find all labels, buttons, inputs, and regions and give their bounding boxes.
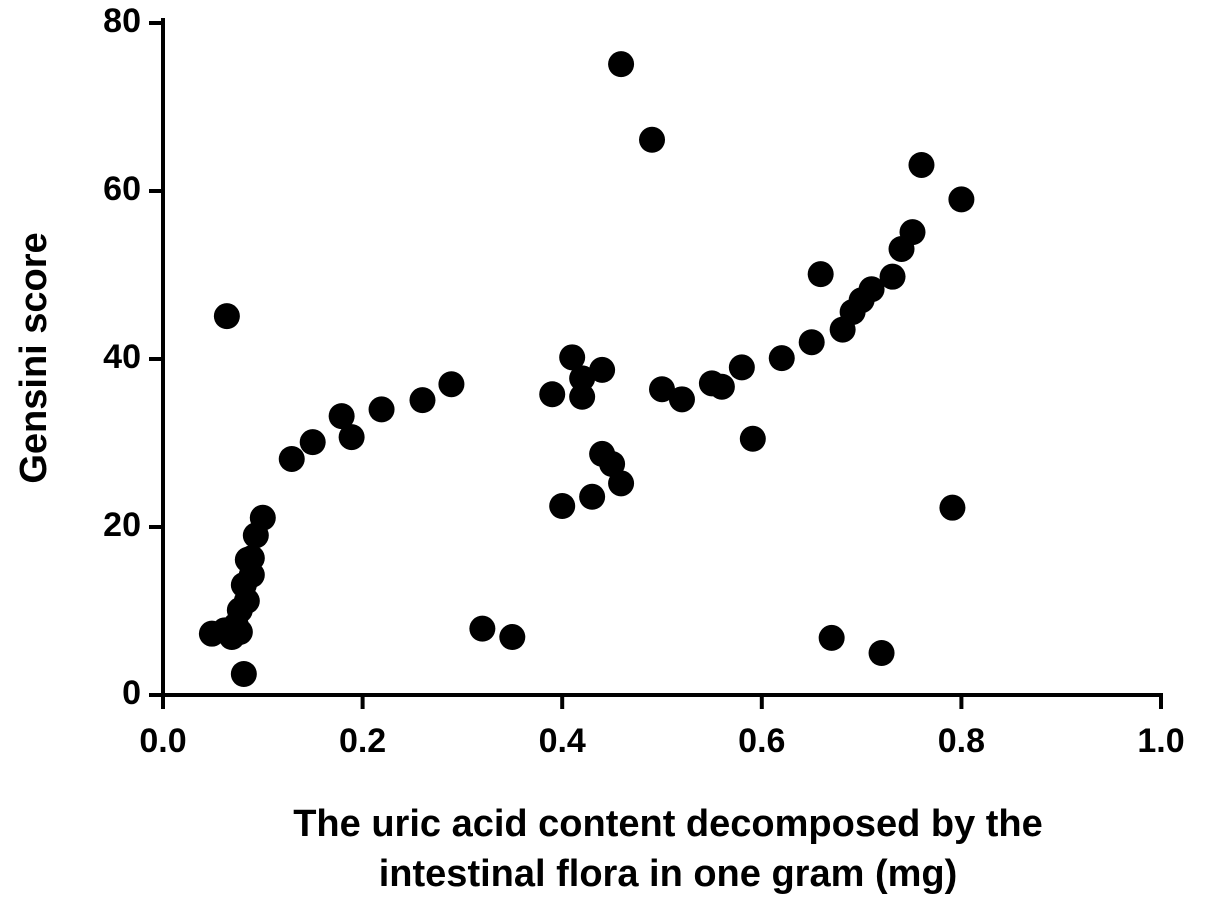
point (539, 381, 566, 408)
point (739, 425, 766, 452)
point (559, 344, 586, 371)
point (888, 235, 915, 262)
point (948, 186, 975, 213)
point (299, 429, 326, 456)
point (368, 396, 395, 423)
point (599, 451, 626, 477)
x-axis-label: The uric acid content decomposed by the (293, 803, 1043, 845)
point (226, 619, 253, 645)
point (939, 494, 966, 521)
point (639, 126, 666, 153)
point (409, 387, 436, 414)
y-tick-label: 80 (103, 2, 141, 40)
x-tick-label: 0.2 (339, 722, 386, 760)
point (438, 371, 465, 398)
point (798, 329, 825, 356)
y-tick-label: 20 (103, 506, 141, 544)
point (768, 345, 795, 372)
point (469, 615, 496, 642)
point (818, 624, 845, 651)
x-tick-label: 1.0 (1137, 722, 1184, 760)
x-tick-label: 0.6 (738, 722, 785, 760)
y-tick-label: 60 (103, 170, 141, 208)
point (338, 424, 365, 451)
point (608, 470, 635, 497)
point (328, 403, 355, 430)
point (278, 445, 305, 472)
point (589, 356, 616, 383)
point (868, 640, 895, 666)
point (649, 376, 675, 403)
y-tick-label: 40 (103, 338, 141, 376)
point (728, 354, 755, 381)
point (569, 383, 596, 410)
point (549, 493, 576, 519)
point (230, 661, 257, 687)
point (668, 386, 695, 413)
x-tick-label: 0.8 (938, 722, 985, 760)
point (213, 303, 240, 330)
point (829, 316, 856, 343)
x-tick-label: 0.4 (539, 722, 586, 760)
point (569, 365, 596, 392)
x-tick-label: 0.0 (139, 722, 186, 760)
point (708, 373, 735, 400)
point (579, 483, 606, 510)
point (608, 51, 635, 78)
x-axis-label: intestinal flora in one gram (mg) (379, 853, 958, 895)
y-tick-label: 0 (122, 674, 141, 712)
y-axis-label: Gensini score (13, 232, 55, 483)
point (242, 522, 269, 549)
point (499, 624, 526, 651)
point (879, 263, 906, 290)
point (908, 151, 935, 178)
point (807, 261, 834, 288)
